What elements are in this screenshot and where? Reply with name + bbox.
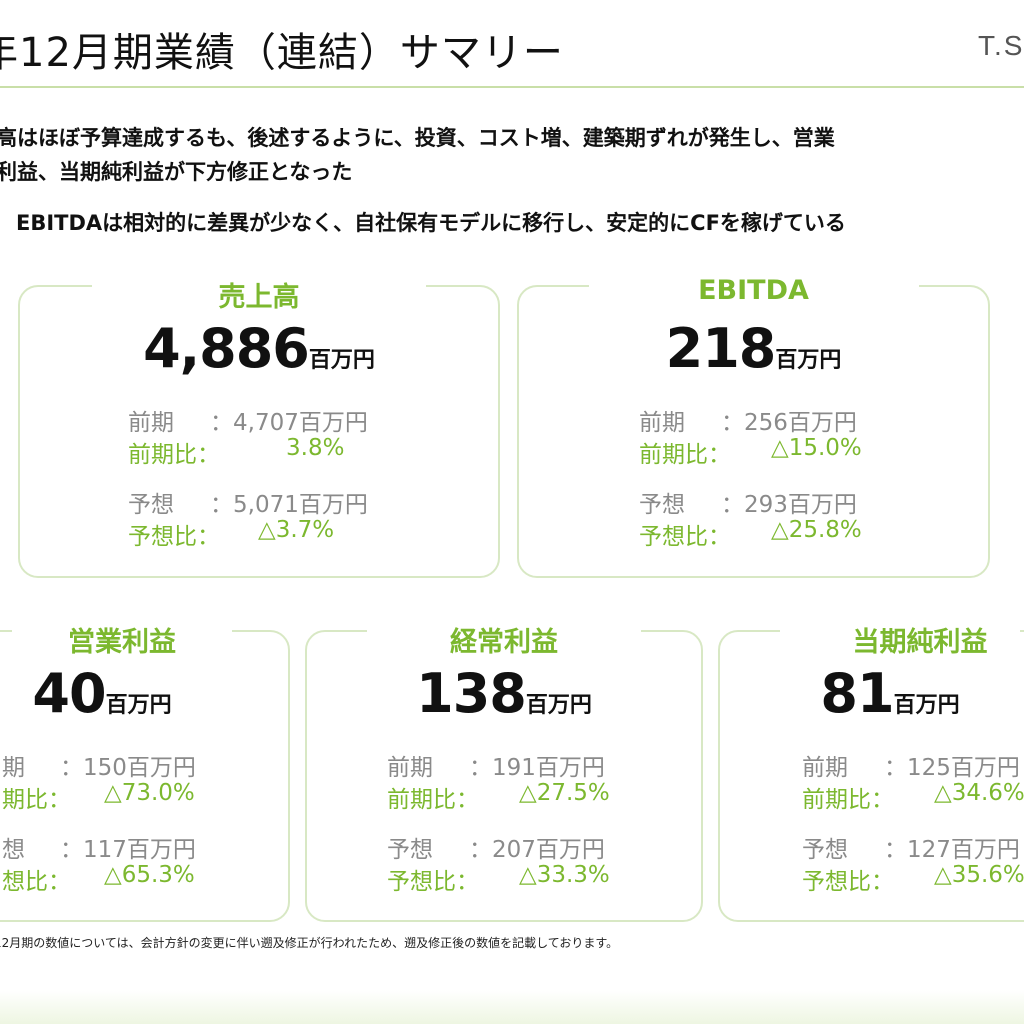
forecast-value: ：117百万円 (60, 837, 196, 863)
prev-ratio: 3.8% (286, 435, 345, 461)
forecast-label: 想 (2, 837, 25, 863)
kpi-value-unit: 百万円 (525, 693, 592, 718)
forecast-value: ：127百万円 (884, 837, 1020, 863)
forecast-value: ：293百万円 (721, 492, 857, 518)
kpi-value: 81百万円 (720, 662, 1024, 725)
page-title: 年12月期業績（連結）サマリー (0, 30, 564, 76)
forecast-label: 予想 (128, 492, 174, 518)
kpi-card-operating-profit: 営業利益 40百万円 期 ：150百万円 期比： △73.0% 想 ：117百万… (0, 627, 290, 922)
forecast-ratio-label: 予想比： (639, 524, 731, 550)
forecast-label: 予想 (802, 837, 848, 863)
prev-label: 前期 (639, 410, 685, 436)
footer-band (0, 990, 1024, 1024)
kpi-value: 40百万円 (2, 662, 202, 725)
kpi-value-unit: 百万円 (893, 693, 960, 718)
kpi-card-ebitda: EBITDA 218百万円 前期 ：256百万円 前期比： △15.0% 予想 … (517, 275, 990, 578)
prev-label: 前期 (802, 755, 848, 781)
forecast-ratio: △25.8% (771, 517, 862, 543)
prev-ratio-label: 前期比： (387, 787, 479, 813)
forecast-ratio-label: 予想比： (387, 869, 479, 895)
prev-value: ：256百万円 (721, 410, 857, 436)
kpi-title: 売上高 (218, 282, 300, 313)
forecast-value: ：5,071百万円 (210, 492, 368, 518)
prev-value: ：125百万円 (884, 755, 1020, 781)
kpi-value-number: 218 (665, 317, 777, 380)
prev-ratio-label: 期比： (2, 787, 71, 813)
summary-line-2: 利益、当期純利益が下方修正となった (0, 160, 353, 184)
forecast-ratio-label: 予想比： (802, 869, 894, 895)
kpi-title: EBITDA (698, 275, 809, 306)
title-divider (0, 86, 1024, 88)
kpi-value: 138百万円 (307, 662, 701, 725)
prev-label: 前期 (128, 410, 174, 436)
kpi-value-number: 4,886 (143, 317, 310, 380)
kpi-value: 218百万円 (519, 317, 988, 380)
forecast-ratio: △3.7% (258, 517, 335, 543)
forecast-label: 予想 (639, 492, 685, 518)
prev-ratio: △27.5% (519, 780, 610, 806)
forecast-ratio: △33.3% (519, 862, 610, 888)
kpi-value-unit: 百万円 (308, 348, 375, 373)
forecast-label: 予想 (387, 837, 433, 863)
prev-label: 期 (2, 755, 25, 781)
kpi-title: 経常利益 (450, 627, 558, 658)
forecast-ratio: △65.3% (104, 862, 195, 888)
prev-ratio: △15.0% (771, 435, 862, 461)
forecast-ratio-label: 想比： (2, 869, 71, 895)
prev-ratio: △73.0% (104, 780, 195, 806)
kpi-card-net-income: 当期純利益 81百万円 前期 ：125百万円 前期比： △34.6% 予想 ：1… (718, 627, 1024, 922)
forecast-ratio: △35.6% (934, 862, 1024, 888)
kpi-value-number: 138 (416, 662, 527, 725)
prev-value: ：191百万円 (469, 755, 605, 781)
kpi-title: 当期純利益 (852, 627, 988, 658)
prev-value: ：150百万円 (60, 755, 196, 781)
kpi-card-revenue: 売上高 4,886百万円 前期 ：4,707百万円 前期比： 3.8% 予想 ：… (18, 282, 500, 578)
footnote: 12月期の数値については、会計方針の変更に伴い遡及修正が行われたため、遡及修正後… (0, 936, 619, 950)
prev-value: ：4,707百万円 (210, 410, 368, 436)
kpi-value: 4,886百万円 (20, 317, 498, 380)
kpi-value-number: 81 (820, 662, 894, 725)
forecast-ratio-label: 予想比： (128, 524, 220, 550)
prev-ratio-label: 前期比： (639, 442, 731, 468)
kpi-value-number: 40 (32, 662, 106, 725)
company-logo: T.S (978, 30, 1024, 61)
summary-line-1: 高はほぼ予算達成するも、後述するように、投資、コスト増、建築期ずれが発生し、営業 (0, 126, 835, 150)
kpi-value-unit: 百万円 (775, 348, 842, 373)
kpi-value-unit: 百万円 (105, 693, 172, 718)
kpi-title: 営業利益 (68, 627, 176, 658)
summary-line-3: EBITDAは相対的に差異が少なく、自社保有モデルに移行し、安定的にCFを稼げて… (16, 211, 846, 235)
prev-label: 前期 (387, 755, 433, 781)
prev-ratio-label: 前期比： (128, 442, 220, 468)
forecast-value: ：207百万円 (469, 837, 605, 863)
prev-ratio: △34.6% (934, 780, 1024, 806)
kpi-card-ordinary-profit: 経常利益 138百万円 前期 ：191百万円 前期比： △27.5% 予想 ：2… (305, 627, 703, 922)
prev-ratio-label: 前期比： (802, 787, 894, 813)
